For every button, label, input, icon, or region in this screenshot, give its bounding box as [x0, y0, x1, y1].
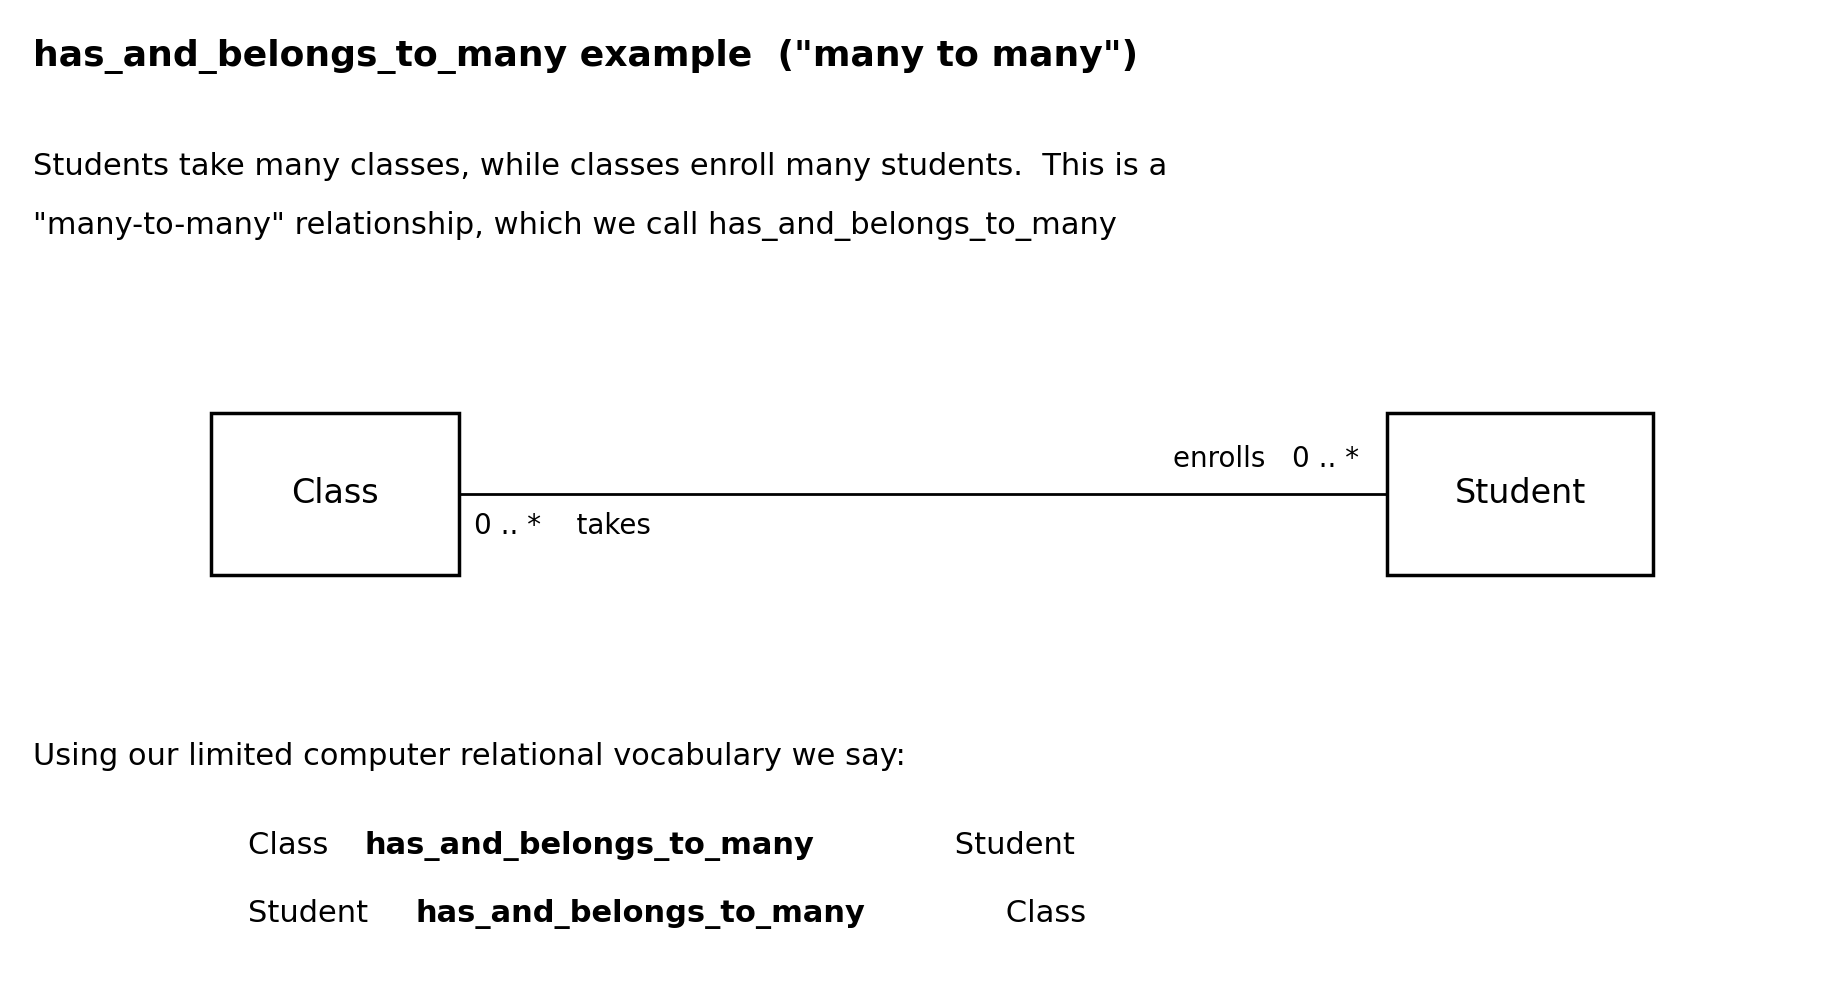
- Text: Using our limited computer relational vocabulary we say:: Using our limited computer relational vo…: [33, 742, 906, 772]
- Text: Students take many classes, while classes enroll many students.  This is a: Students take many classes, while classe…: [33, 152, 1166, 182]
- Text: has_and_belongs_to_many: has_and_belongs_to_many: [364, 831, 814, 861]
- Text: Student: Student: [248, 899, 378, 929]
- Text: enrolls   0 .. *: enrolls 0 .. *: [1174, 445, 1359, 473]
- Text: Class: Class: [292, 478, 378, 510]
- Text: Class: Class: [248, 831, 338, 860]
- Text: 0 .. *    takes: 0 .. * takes: [474, 512, 650, 540]
- Text: has_and_belongs_to_many: has_and_belongs_to_many: [415, 899, 865, 930]
- FancyBboxPatch shape: [1387, 413, 1653, 575]
- Text: Student: Student: [944, 831, 1075, 860]
- FancyBboxPatch shape: [211, 413, 459, 575]
- Text: "many-to-many" relationship, which we call has_and_belongs_to_many: "many-to-many" relationship, which we ca…: [33, 211, 1117, 242]
- Text: Class: Class: [996, 899, 1086, 929]
- Text: Student: Student: [1455, 478, 1585, 510]
- Text: has_and_belongs_to_many example  ("many to many"): has_and_belongs_to_many example ("many t…: [33, 39, 1139, 75]
